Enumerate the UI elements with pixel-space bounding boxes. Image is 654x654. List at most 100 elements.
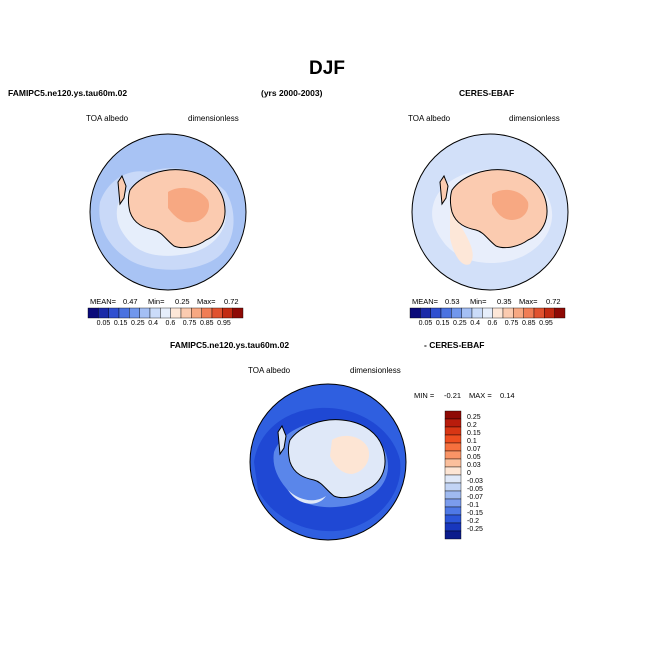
obs-panel-colorbar-swatch [513,307,524,319]
obs-mean-value: 0.53 [445,297,460,306]
model-panel-colorbar-swatch [118,307,130,319]
difference-panel-colorbar-swatch [444,450,462,460]
obs-panel-colorbar-swatch [523,307,535,319]
model-panel-colorbar-swatch [222,307,233,319]
diff-max-value: 0.14 [500,391,515,400]
difference-panel-colorbar-swatch [444,522,462,532]
difference-panel-colorbar-swatch [444,482,462,492]
obs-panel-colorbar-swatch [420,307,431,319]
difference-panel-colorbar-swatch [444,458,462,468]
difference-panel-tick-label: 0.03 [467,462,481,469]
model-coastline [117,169,226,249]
model-panel-colorbar-swatch [98,307,109,319]
model-mean-value: 0.47 [123,297,138,306]
model-panel-colorbar-swatch [180,307,192,319]
model-panel-colorbar-swatch [201,307,213,319]
obs-panel-colorbar-swatch [544,307,555,319]
diff-antarctica-positive [330,435,370,474]
difference-panel-tick-label: -0.25 [467,526,483,533]
obs-panel-colorbar-swatch [451,307,462,319]
model-panel-colorbar-swatch [170,307,182,319]
obs-panel-colorbar-swatch [430,307,442,319]
difference-panel-colorbar-swatch [444,418,462,428]
difference-panel-colorbar-swatch [444,514,462,524]
difference-panel-tick-label: -0.2 [467,518,480,525]
diff-min-label: MIN = [414,391,435,400]
model-antarctica-interior [168,187,210,223]
obs-variable-label: TOA albedo [408,114,451,123]
obs-panel-colorbar-swatch [471,307,483,319]
obs-units-label: dimensionless [509,114,560,123]
difference-panel-tick-label: -0.15 [467,510,483,517]
obs-colorbar [409,307,566,319]
diff-model-title: FAMIPC5.ne120.ys.tau60m.02 [170,340,290,350]
obs-coastline [439,169,548,249]
obs-polar-map [411,133,569,291]
obs-panel-colorbar-swatch [502,307,514,319]
model-panel-colorbar-swatch [160,307,171,319]
difference-panel-tick-label: 0.05 [467,454,481,461]
difference-panel-tick-label: -0.1 [467,502,480,509]
model-case-title: FAMIPC5.ne120.ys.tau60m.02 [8,88,128,98]
obs-panel-tick-label: 0.25 [453,320,467,327]
model-panel-colorbar-swatch [211,307,223,319]
model-min-value: 0.25 [175,297,190,306]
difference-panel-tick-label: 0.15 [467,430,481,437]
difference-panel-colorbar-swatch [444,466,462,476]
model-panel-tick-label: 0.25 [131,320,145,327]
diff-obs-title: - CERES-EBAF [424,340,485,350]
model-mean-label: MEAN= [90,297,117,306]
obs-panel-colorbar-swatch [409,307,421,319]
obs-panel-tick-label: 0.85 [521,320,536,327]
obs-case-title: CERES-EBAF [459,88,515,98]
model-panel-tick-label: 0.4 [148,320,158,327]
obs-panel-tick-label: 0.95 [539,320,553,327]
model-units-label: dimensionless [188,114,239,123]
season-title: DJF [309,58,345,79]
model-panel-tick-label: 0.75 [182,320,197,327]
difference-panel-tick-label: -0.07 [467,494,483,501]
difference-panel-tick-label: -0.03 [467,478,483,485]
diff-units-label: dimensionless [350,366,401,375]
diff-colorbar [444,410,462,540]
model-panel-tick-label: 0.15 [113,320,128,327]
model-panel-colorbar-swatch [232,307,244,319]
difference-panel-colorbar-swatch [444,442,462,452]
obs-panel-tick-label: 0.6 [487,320,498,327]
obs-pack-ice [450,206,473,265]
obs-panel-tick-label: 0.05 [418,320,433,327]
difference-panel-colorbar-swatch [444,426,462,436]
diff-coastline [277,419,386,499]
diff-min-value: -0.21 [444,391,462,400]
model-panel-tick-label: 0.05 [96,320,111,327]
difference-panel-colorbar-swatch [444,506,462,516]
model-panel-tick-label: 0.95 [217,320,231,327]
diff-polar-map [249,383,407,541]
obs-mean-label: MEAN= [412,297,439,306]
years-title: (yrs 2000-2003) [261,88,323,98]
obs-panel-colorbar-swatch [492,307,504,319]
model-panel-colorbar-swatch [108,307,120,319]
obs-map-border [411,133,569,291]
obs-panel-colorbar-swatch [440,307,452,319]
model-max-value: 0.72 [224,297,239,306]
model-panel-colorbar-swatch [129,307,140,319]
difference-panel-colorbar-swatch [444,474,462,484]
difference-panel-tick-label: 0.07 [467,446,481,453]
diff-white-patch [288,490,326,504]
model-panel-colorbar-swatch [87,307,99,319]
diff-variable-label: TOA albedo [248,366,291,375]
model-panel-colorbar-swatch [139,307,151,319]
diff-map-border [249,383,407,541]
model-map-border [89,133,247,291]
obs-antarctica-interior [492,189,529,220]
difference-panel-tick-label: 0.25 [467,414,481,421]
model-variable-label: TOA albedo [86,114,129,123]
model-panel-tick-label: 0.85 [199,320,214,327]
difference-panel-colorbar-swatch [444,410,462,420]
obs-max-label: Max= [519,297,538,306]
model-panel-colorbar-swatch [191,307,202,319]
obs-panel-colorbar-swatch [533,307,545,319]
model-polar-map [89,133,247,291]
difference-panel-tick-label: 0.2 [467,422,477,429]
